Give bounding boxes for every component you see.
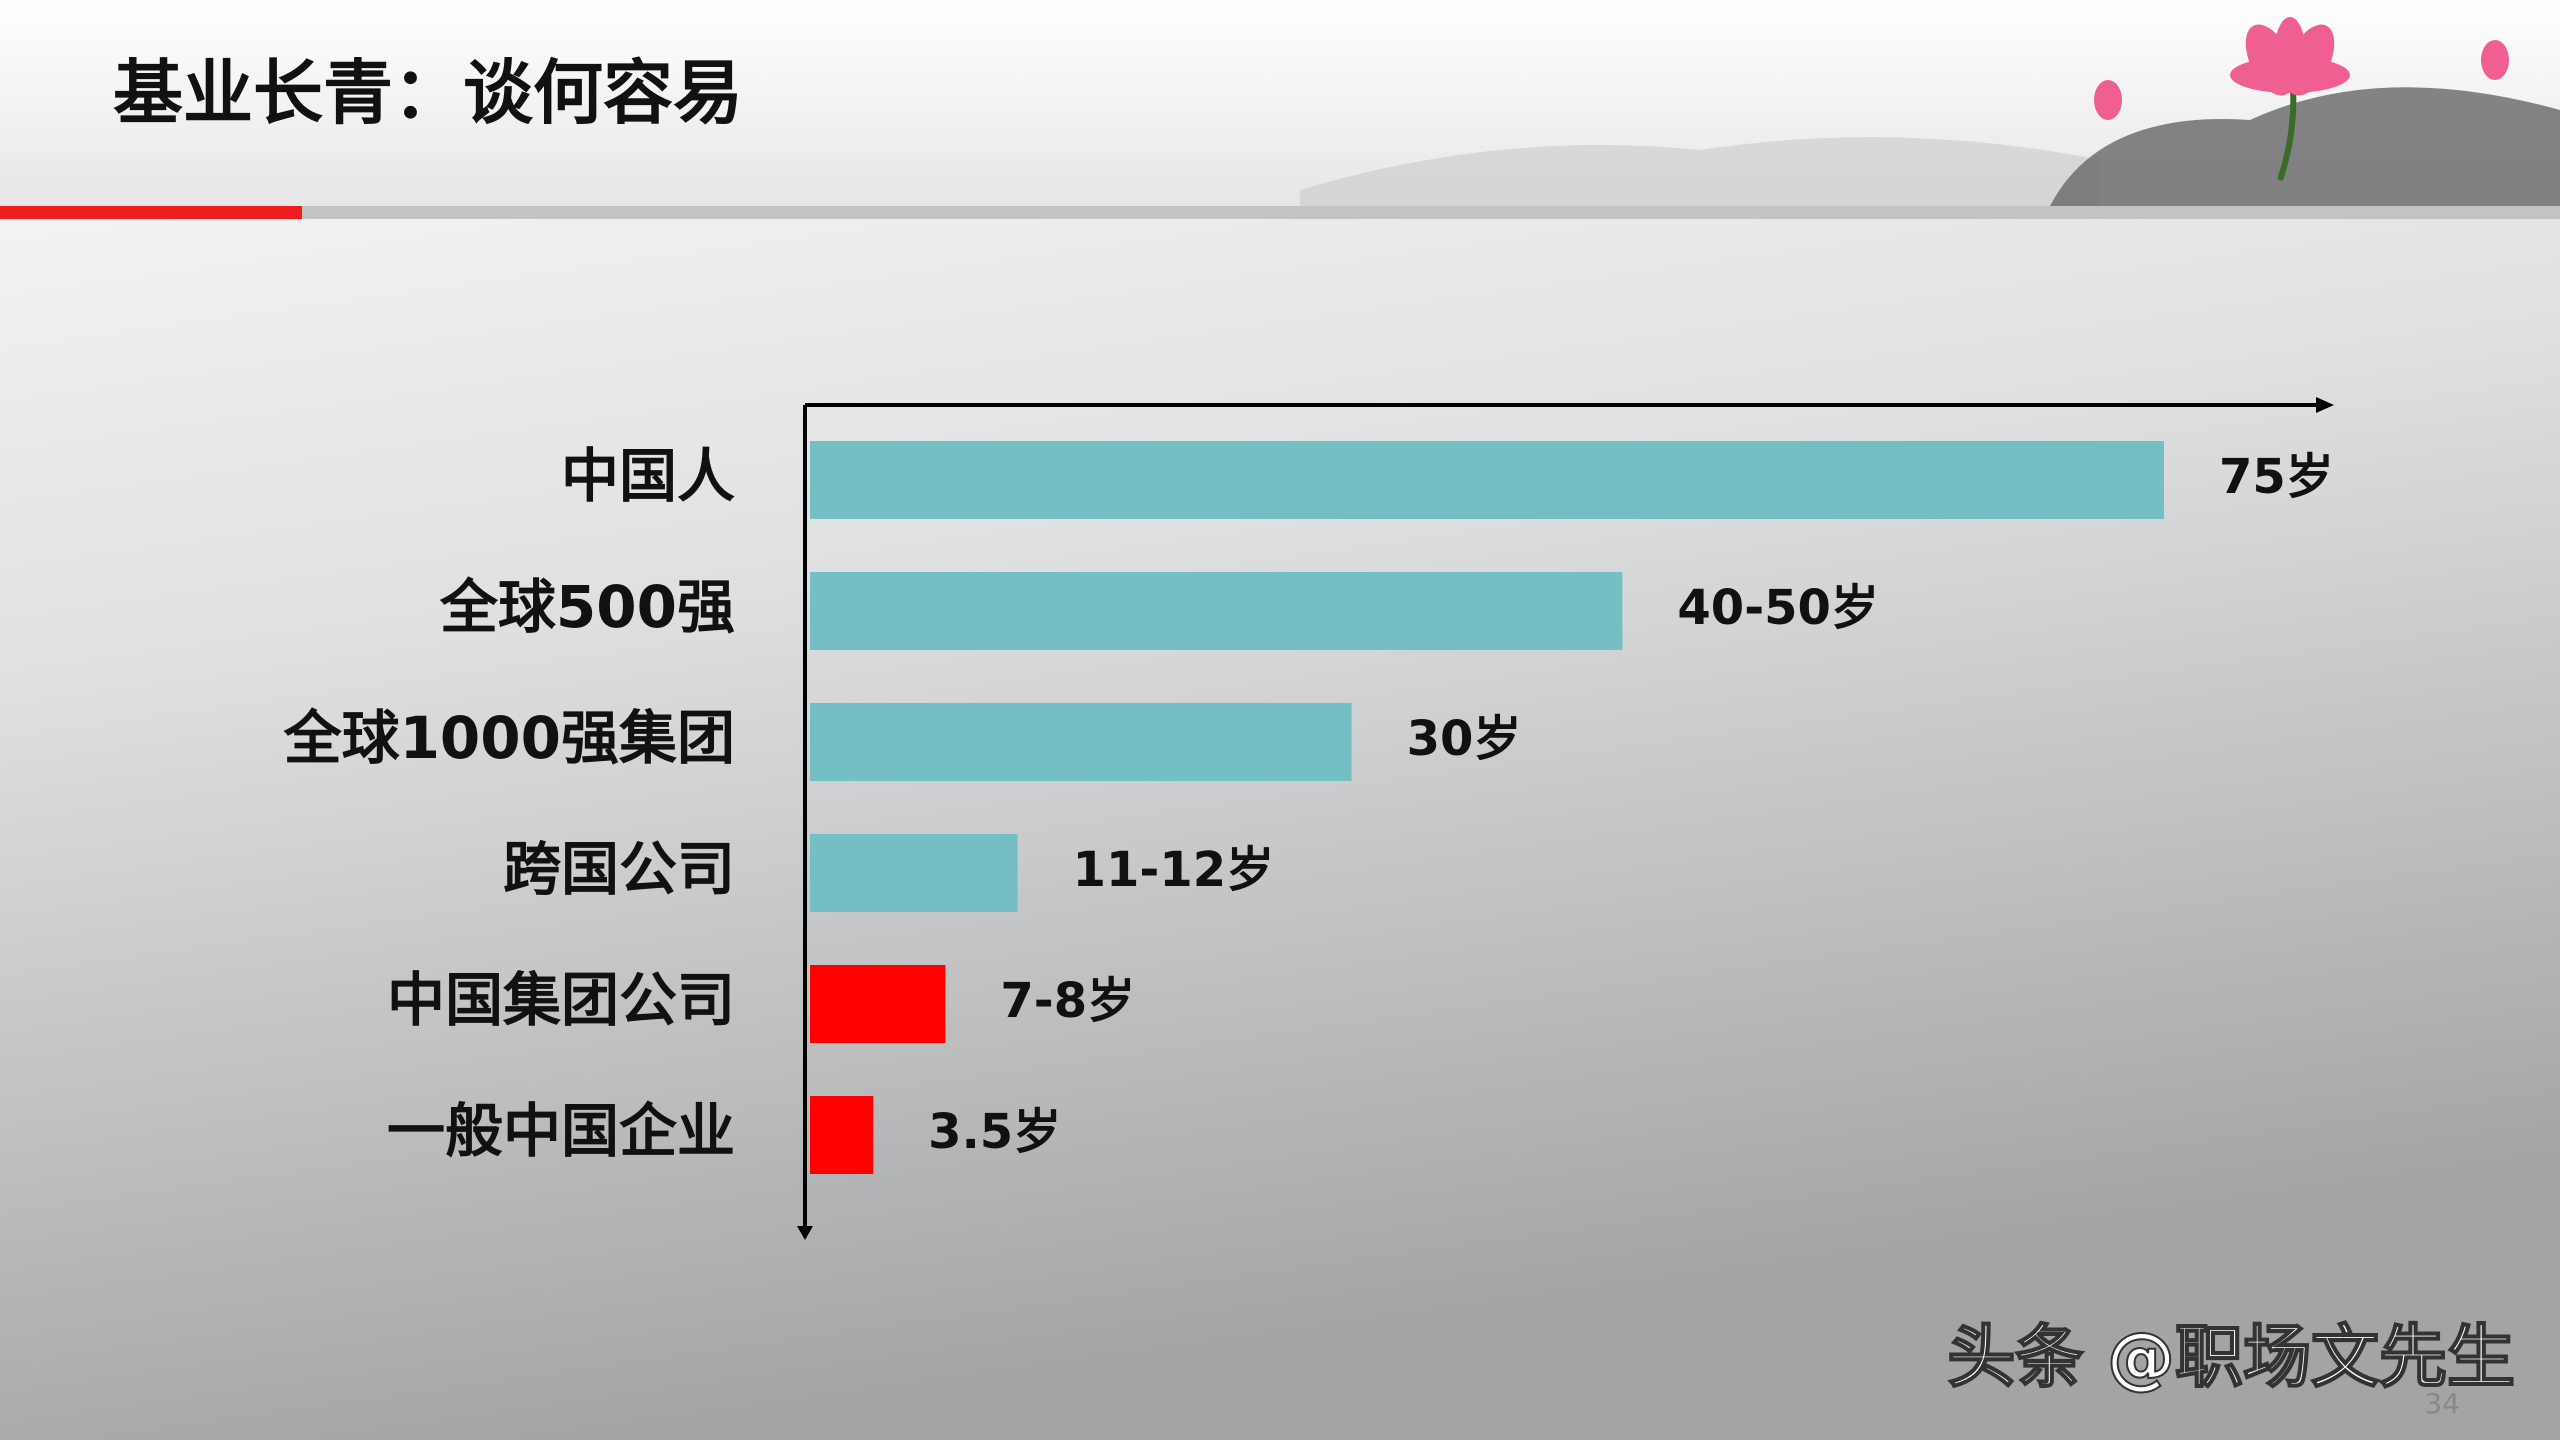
category-label: 全球1000强集团	[283, 704, 735, 772]
bar	[810, 834, 1018, 912]
page-number: 34	[2424, 1387, 2460, 1420]
x-axis-arrow	[2316, 397, 2334, 413]
lotus-flower	[2094, 17, 2509, 120]
bar	[810, 441, 2164, 519]
y-axis-arrow	[797, 1226, 813, 1240]
value-label: 40-50岁	[1677, 580, 1879, 636]
value-label: 75岁	[2219, 449, 2334, 505]
ink-hills	[1300, 137, 2100, 206]
category-label: 跨国公司	[503, 835, 735, 903]
category-label: 中国集团公司	[387, 966, 735, 1034]
watermark: 头条 @职场文先生	[1947, 1319, 2515, 1398]
slide-title: 基业长青：谈何容易	[113, 52, 743, 134]
bar	[810, 572, 1623, 650]
accent-bar	[0, 206, 302, 219]
category-label: 一般中国企业	[387, 1097, 735, 1165]
value-label: 3.5岁	[928, 1104, 1061, 1160]
rule-bar	[302, 206, 2560, 219]
category-label: 全球500强	[439, 573, 735, 641]
value-label: 7-8岁	[1000, 973, 1135, 1029]
lotus-leaves	[2050, 87, 2560, 206]
bar	[810, 703, 1352, 781]
bar	[810, 965, 946, 1043]
category-label: 中国人	[561, 442, 735, 510]
value-label: 30岁	[1407, 711, 1522, 767]
value-label: 11-12岁	[1073, 842, 1275, 898]
bar	[810, 1096, 874, 1174]
